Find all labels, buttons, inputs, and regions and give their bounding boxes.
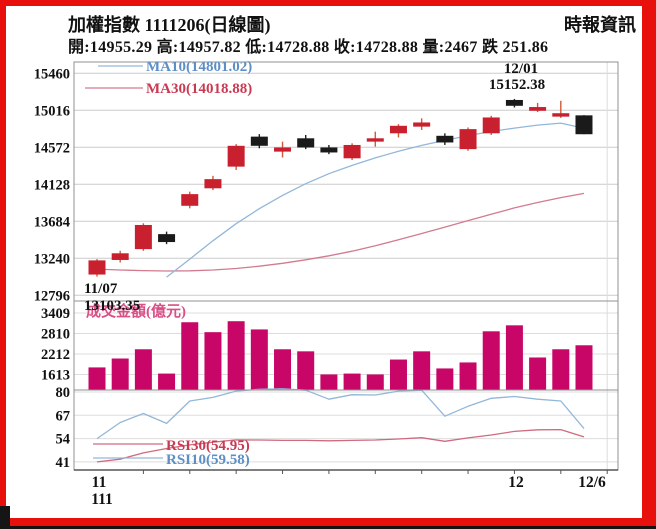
candle-up <box>181 194 199 206</box>
rsi30-legend-label: RSI30(54.95) <box>166 438 250 454</box>
low-value-label: 13103.35 <box>84 298 140 314</box>
candle-up <box>204 179 222 189</box>
y-axis-labels: 15460 15016 14572 14128 13684 13240 12796 3409 2… <box>34 66 70 471</box>
ma10-legend-label: MA10(14801.02) <box>146 59 252 75</box>
svg-text:54: 54 <box>56 432 71 448</box>
svg-text:67: 67 <box>56 408 71 424</box>
candle-up <box>529 107 547 111</box>
svg-text:15460: 15460 <box>34 66 70 82</box>
volume-bar <box>158 373 176 390</box>
volume-bar <box>459 362 477 390</box>
frame-border-right <box>642 0 656 529</box>
volume-bar <box>88 367 106 390</box>
volume-bar <box>204 332 222 390</box>
candle-down <box>250 136 268 146</box>
volume-bar <box>181 322 199 390</box>
svg-text:15016: 15016 <box>34 103 70 119</box>
candle-up <box>413 122 431 127</box>
frame-border-bottom <box>0 518 656 529</box>
svg-text:13240: 13240 <box>34 251 70 267</box>
candle-down <box>575 115 593 135</box>
volume-bar <box>111 358 129 390</box>
header-row: 加權指數 1111206(日線圖) 時報資訊 <box>68 11 636 37</box>
candle-up <box>366 138 384 142</box>
candle-up <box>482 117 500 134</box>
rsi10-line <box>96 388 585 440</box>
high-date-label: 12/01 <box>504 61 538 77</box>
svg-text:12796: 12796 <box>34 288 70 304</box>
candle-up <box>459 129 477 150</box>
candle-up <box>552 113 570 117</box>
candle-up <box>343 144 361 159</box>
ma30-legend-label: MA30(14018.88) <box>146 81 252 97</box>
ma30-line <box>96 192 585 272</box>
candle-up <box>274 147 292 152</box>
candle-up <box>389 125 407 134</box>
candle-up <box>227 145 245 167</box>
volume-legend-label: 成交金額(億元) <box>86 302 186 320</box>
gridlines <box>74 62 618 470</box>
candle-down <box>505 99 523 106</box>
x-label-12/6: 12/6 <box>578 474 606 491</box>
x-label-12: 12 <box>508 474 524 491</box>
high-value-label: 15152.38 <box>489 77 545 93</box>
volume-bars <box>88 321 593 390</box>
frame-corner-black <box>0 506 10 529</box>
ma10-line <box>166 122 585 278</box>
candle-down <box>436 135 454 143</box>
rsi-lines <box>96 388 585 463</box>
volume-bar <box>134 349 152 390</box>
svg-text:41: 41 <box>56 455 71 471</box>
frame-border-left <box>0 0 6 529</box>
ohlc-stats: 開:14955.29 高:14957.82 低:14728.88 收:14728… <box>68 39 549 56</box>
svg-text:80: 80 <box>56 385 71 401</box>
svg-text:13684: 13684 <box>34 214 70 230</box>
x-label-11: 11 <box>92 474 107 491</box>
svg-text:1613: 1613 <box>41 368 70 384</box>
candle-down <box>320 147 338 153</box>
volume-bar <box>482 331 500 390</box>
volume-bar <box>413 351 431 390</box>
volume-bar <box>320 374 338 390</box>
candle-down <box>158 234 176 243</box>
volume-bar <box>366 374 384 390</box>
legends: MA10(14801.02) MA30(14018.88) 成交金額(億元) RSI3… <box>85 59 252 468</box>
frame-border-bottom-black <box>0 526 656 529</box>
x-label-111: 111 <box>91 491 113 508</box>
moving-averages <box>96 122 585 278</box>
volume-bar <box>436 368 454 390</box>
svg-text:2810: 2810 <box>41 327 70 343</box>
svg-text:14128: 14128 <box>34 177 70 193</box>
data-source: 時報資訊 <box>564 15 636 35</box>
svg-text:14572: 14572 <box>34 140 70 156</box>
candle-up <box>88 260 106 275</box>
svg-text:2212: 2212 <box>41 347 70 363</box>
volume-bar <box>297 351 315 390</box>
svg-text:3409: 3409 <box>41 306 70 322</box>
volume-bar <box>552 349 570 390</box>
volume-bar <box>343 373 361 390</box>
frame-border-top <box>0 0 656 6</box>
rsi30-line <box>96 428 585 463</box>
volume-bar <box>505 325 523 390</box>
candle-up <box>111 253 129 260</box>
volume-bar <box>575 345 593 390</box>
candlesticks <box>88 98 593 277</box>
candle-down <box>297 138 315 148</box>
plot-frame <box>73 61 619 474</box>
volume-bar <box>250 329 268 390</box>
volume-bar <box>529 357 547 390</box>
volume-bar <box>274 349 292 390</box>
candle-up <box>134 224 152 250</box>
chart-title: 加權指數 1111206(日線圖) <box>68 15 271 35</box>
volume-bar <box>227 321 245 390</box>
low-date-label: 11/07 <box>84 281 118 297</box>
volume-bar <box>389 359 407 390</box>
rsi10-legend-label: RSI10(59.58) <box>166 452 250 468</box>
